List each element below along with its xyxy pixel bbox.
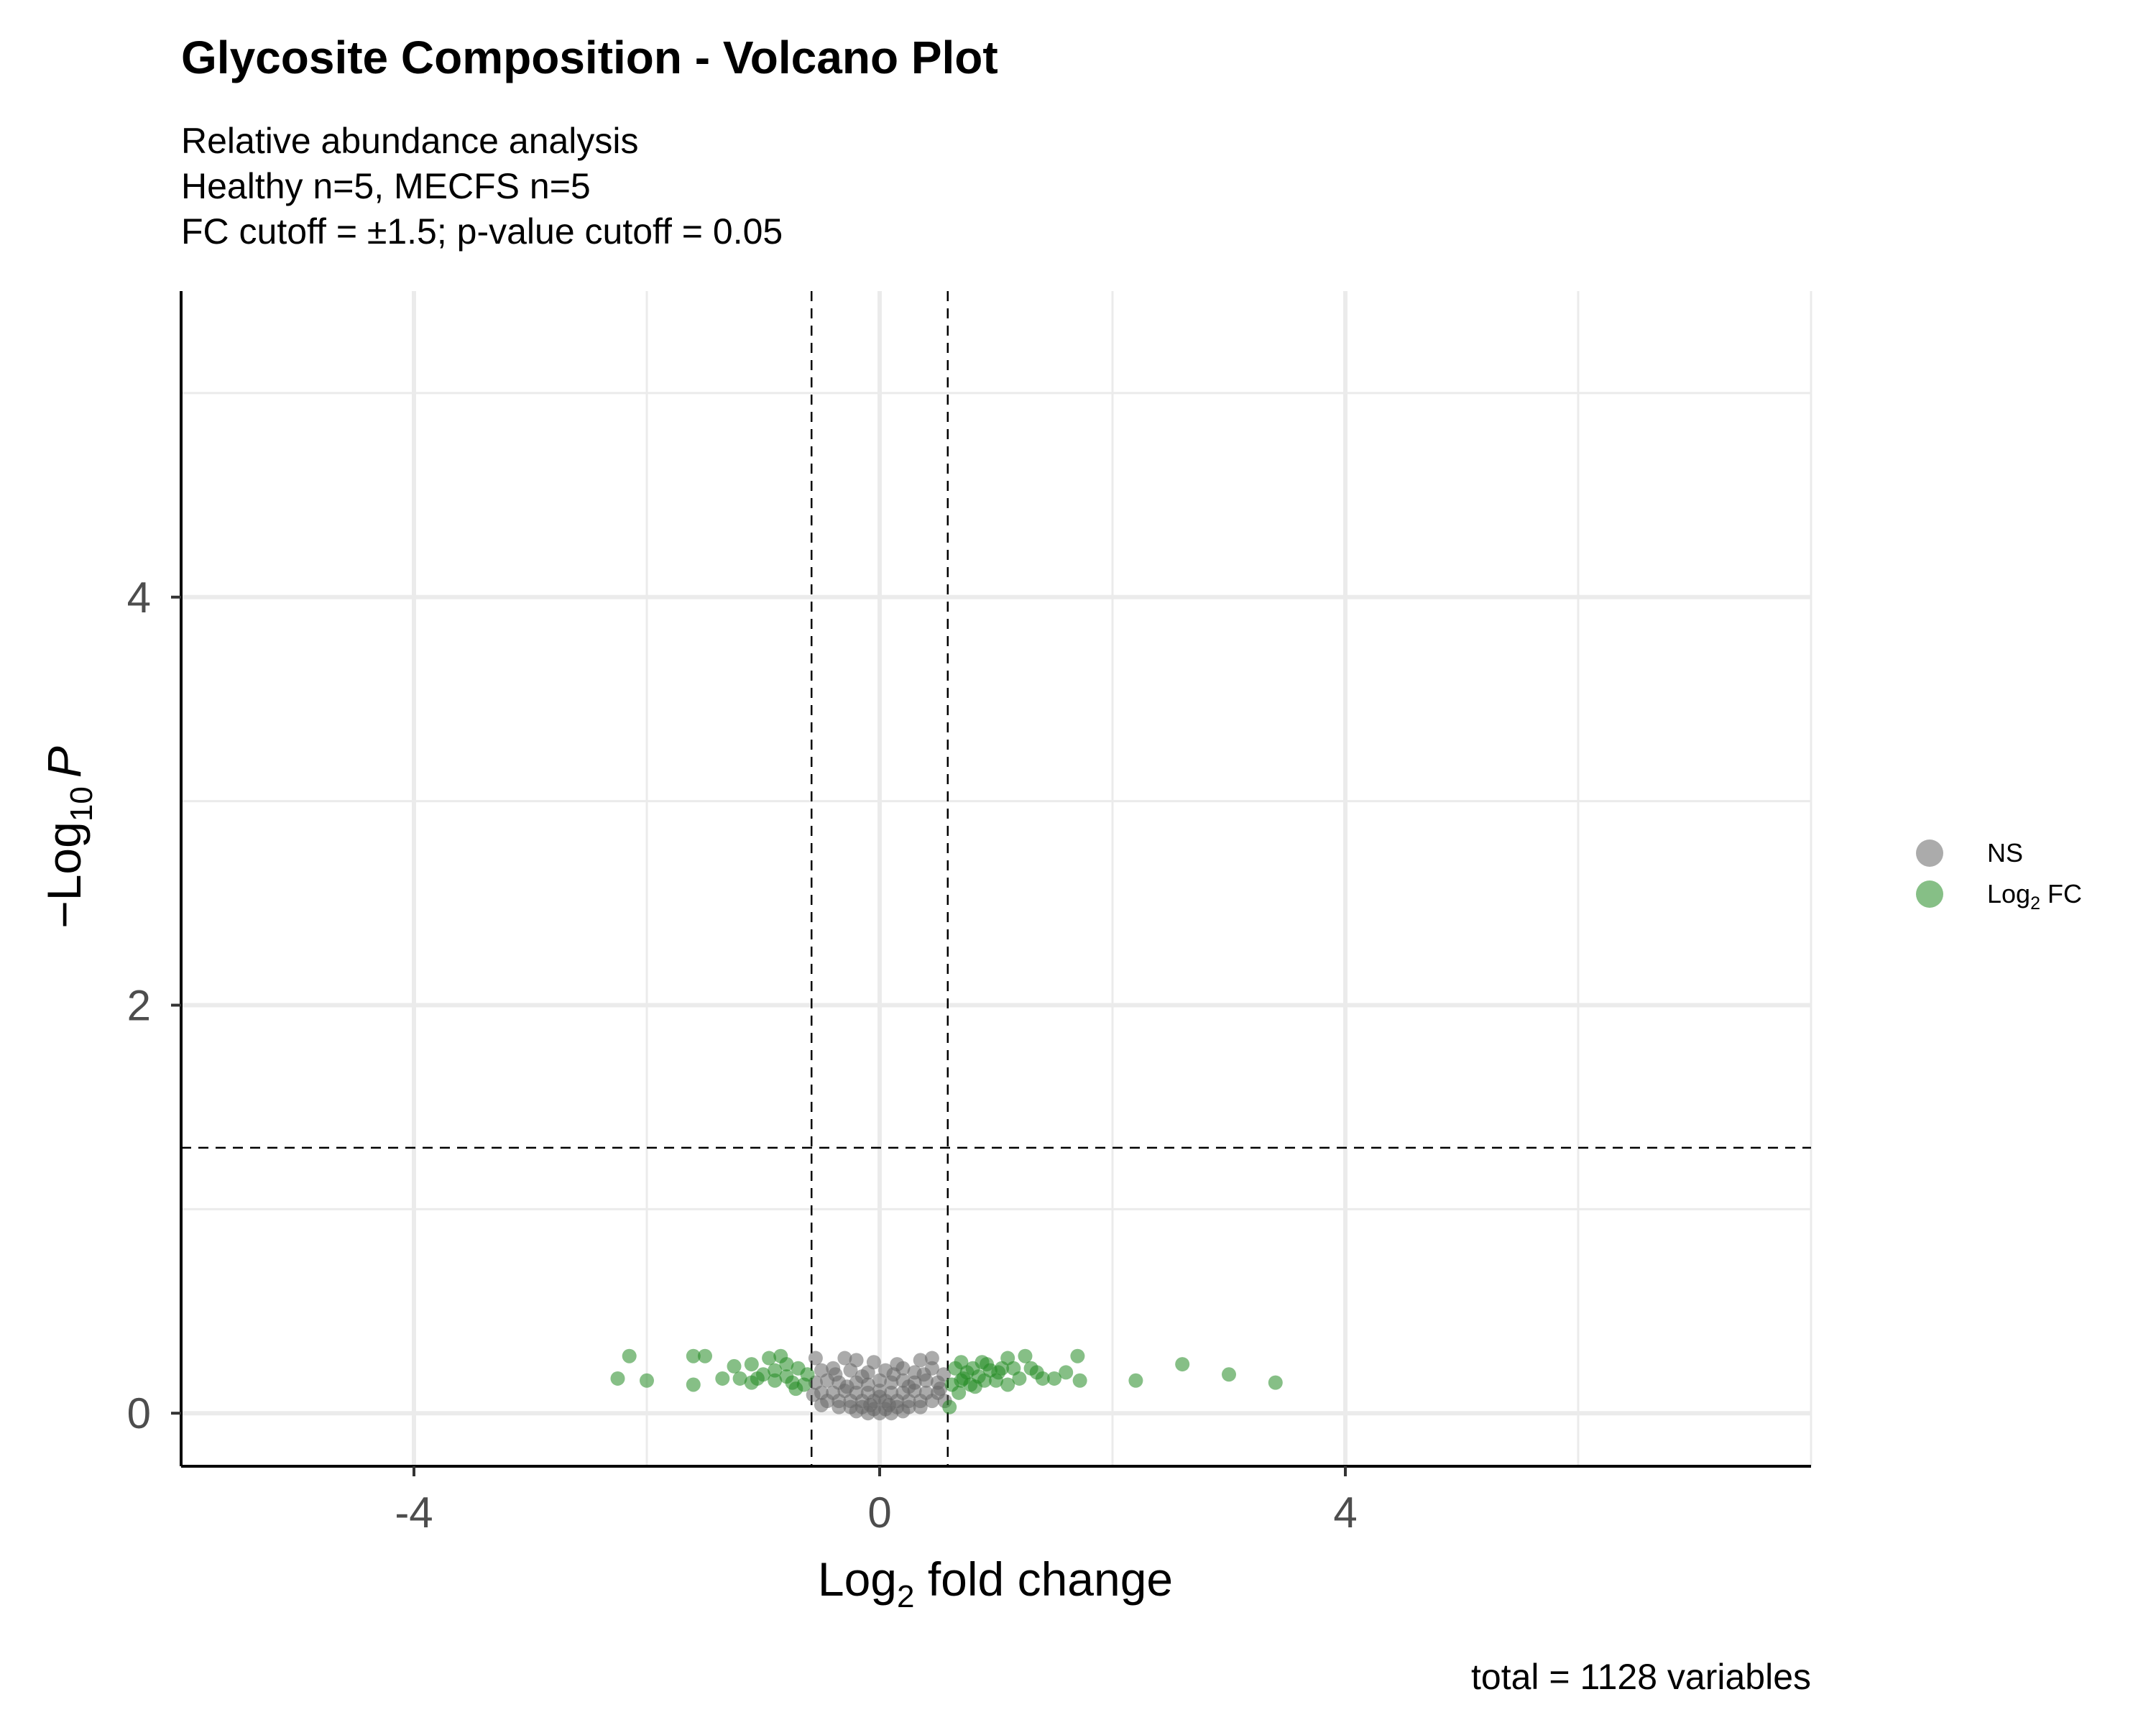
y-axis-title-italic: P [37,746,91,778]
data-points [610,1348,1283,1421]
y-axis-title-base: −Log [37,822,91,929]
y-tick-label: 4 [127,574,151,622]
legend-fc-marker [1916,880,1943,908]
point-log2fc [698,1348,712,1363]
legend-ns-marker [1916,840,1943,867]
legend-fc-label-subscript: 2 [2030,893,2040,914]
point-log2fc [952,1385,967,1400]
point-log2fc [640,1373,654,1388]
legend-ns-label: NS [1987,838,2023,868]
chart-subtitle-line-2: Healthy n=5, MECFS n=5 [181,166,591,206]
point-log2fc [1059,1365,1074,1380]
point-ns [808,1351,823,1366]
point-log2fc [954,1373,969,1388]
point-log2fc [967,1379,982,1394]
point-log2fc [1072,1373,1087,1388]
chart-subtitle-line-1: Relative abundance analysis [181,121,639,161]
point-log2fc [768,1363,783,1378]
point-log2fc [800,1367,815,1382]
point-ns [806,1387,821,1402]
chart-subtitle-line-3: FC cutoff = ±1.5; p-value cutoff = 0.05 [181,211,783,252]
point-log2fc [1222,1367,1236,1382]
point-log2fc [715,1371,730,1386]
point-ns [839,1379,854,1394]
point-ns [895,1404,911,1419]
point-ns [872,1373,887,1388]
chart-title: Glycosite Composition - Volcano Plot [181,32,998,83]
point-log2fc [1035,1371,1050,1386]
point-ns [849,1404,864,1419]
x-tick-label: 0 [867,1489,891,1537]
x-tick-label: -4 [395,1489,433,1537]
point-ns [828,1367,843,1382]
point-ns [913,1399,928,1414]
tick-labels: -4 0 4 0 2 4 [127,574,1358,1537]
point-log2fc [744,1375,759,1390]
point-log2fc [686,1377,701,1392]
chart-caption: total = 1128 variables [1471,1657,1811,1697]
point-ns [901,1379,916,1394]
point-log2fc [1070,1348,1085,1363]
x-tick-label: 4 [1333,1489,1357,1537]
point-log2fc [991,1365,1006,1380]
x-axis-title-subscript: 2 [897,1579,914,1614]
point-log2fc [727,1358,742,1374]
x-axis-title: Log2 fold change [818,1552,1173,1614]
point-log2fc [942,1399,957,1414]
point-ns [886,1367,901,1382]
point-log2fc [1128,1373,1143,1388]
point-ns [881,1397,896,1412]
legend-fc-label-rest: FC [2040,879,2082,908]
point-log2fc [686,1348,701,1363]
y-axis-title: −Log10 P [37,746,99,929]
point-log2fc [1012,1371,1027,1386]
point-log2fc [1268,1375,1283,1390]
point-log2fc [744,1357,759,1372]
point-ns [843,1363,858,1378]
axes [180,291,1811,1468]
y-tick-label: 2 [127,981,151,1029]
point-log2fc [779,1357,794,1372]
point-ns [916,1367,931,1382]
point-log2fc [610,1371,625,1386]
point-ns [863,1397,878,1412]
point-ns [936,1367,952,1382]
legend: NS Log2 FC [1916,838,2082,914]
x-axis-title-base: Log [818,1552,897,1606]
point-log2fc [622,1348,637,1363]
point-log2fc [756,1367,770,1382]
grid-lines [180,291,1812,1466]
point-ns [872,1406,887,1421]
point-ns [924,1351,939,1366]
y-axis-title-subscript: 10 [64,786,99,822]
legend-fc-label-base: Log [1987,879,2030,908]
x-axis-title-rest: fold change [914,1552,1173,1606]
y-tick-label: 0 [127,1389,151,1438]
point-log2fc [1000,1377,1015,1392]
point-ns [924,1394,939,1409]
point-ns [854,1369,870,1384]
point-ns [831,1399,847,1414]
point-ns [872,1389,887,1404]
point-ns [814,1397,829,1412]
point-log2fc [768,1373,783,1388]
point-log2fc [732,1371,747,1386]
point-ns [933,1381,948,1397]
point-log2fc [1047,1371,1061,1386]
point-ns [837,1351,852,1366]
cutoff-lines [181,291,1811,1466]
legend-fc-label: Log2 FC [1987,879,2082,914]
point-ns [913,1353,928,1368]
point-log2fc [1175,1357,1190,1372]
point-log2fc [1018,1348,1033,1363]
point-log2fc [788,1381,803,1397]
point-log2fc [980,1357,995,1372]
point-log2fc [762,1351,777,1366]
